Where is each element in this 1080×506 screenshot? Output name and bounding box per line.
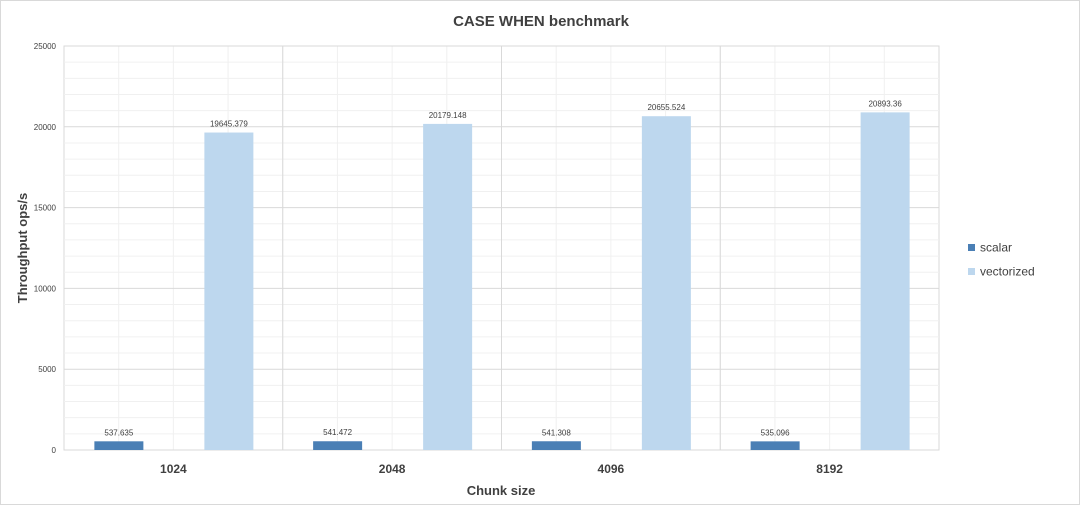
data-label-scalar-2048: 541.472 <box>323 428 352 437</box>
y-tick-label: 25000 <box>34 42 57 51</box>
bar-vectorized-2048 <box>423 123 473 450</box>
y-axis-title: Throughput ops/s <box>15 193 30 303</box>
grid-layer <box>63 45 940 451</box>
data-label-vectorized-8192: 20893.36 <box>868 99 902 108</box>
y-tick-label: 20000 <box>34 123 57 132</box>
bar-vectorized-1024 <box>204 132 254 450</box>
x-axis: 1024 2048 4096 8192 <box>160 462 843 476</box>
bar-scalar-2048 <box>313 441 363 450</box>
legend-swatch-scalar <box>968 244 975 251</box>
bar-scalar-1024 <box>94 441 144 450</box>
data-label-vectorized-2048: 20179.148 <box>429 111 467 120</box>
y-tick-label: 15000 <box>34 204 57 213</box>
data-label-vectorized-1024: 19645.379 <box>210 120 248 129</box>
chart-title: CASE WHEN benchmark <box>453 13 630 30</box>
x-axis-title: Chunk size <box>467 483 536 498</box>
data-label-scalar-4096: 541.308 <box>542 428 571 437</box>
data-label-vectorized-4096: 20655.524 <box>647 103 685 112</box>
bar-layer <box>94 112 910 451</box>
y-tick-label: 10000 <box>34 284 57 293</box>
data-label-layer: 537.635 541.472 541.308 535.096 19645.379 201… <box>104 99 902 437</box>
x-tick-label: 8192 <box>816 462 843 476</box>
bar-vectorized-4096 <box>641 116 691 451</box>
legend: scalar vectorized <box>968 241 1035 279</box>
x-tick-label: 1024 <box>160 462 187 476</box>
x-tick-label: 2048 <box>379 462 406 476</box>
data-label-scalar-1024: 537.635 <box>104 428 133 437</box>
bar-scalar-4096 <box>531 441 581 450</box>
y-axis: 0 5000 10000 15000 20000 25000 <box>34 42 57 455</box>
y-tick-label: 5000 <box>38 365 56 374</box>
data-label-scalar-8192: 535.096 <box>761 428 790 437</box>
legend-label-scalar: scalar <box>980 241 1012 255</box>
x-tick-label: 4096 <box>598 462 625 476</box>
legend-label-vectorized: vectorized <box>980 265 1035 279</box>
bar-scalar-8192 <box>750 441 800 450</box>
y-tick-label: 0 <box>52 446 57 455</box>
legend-swatch-vectorized <box>968 268 975 275</box>
bar-vectorized-8192 <box>860 112 910 450</box>
